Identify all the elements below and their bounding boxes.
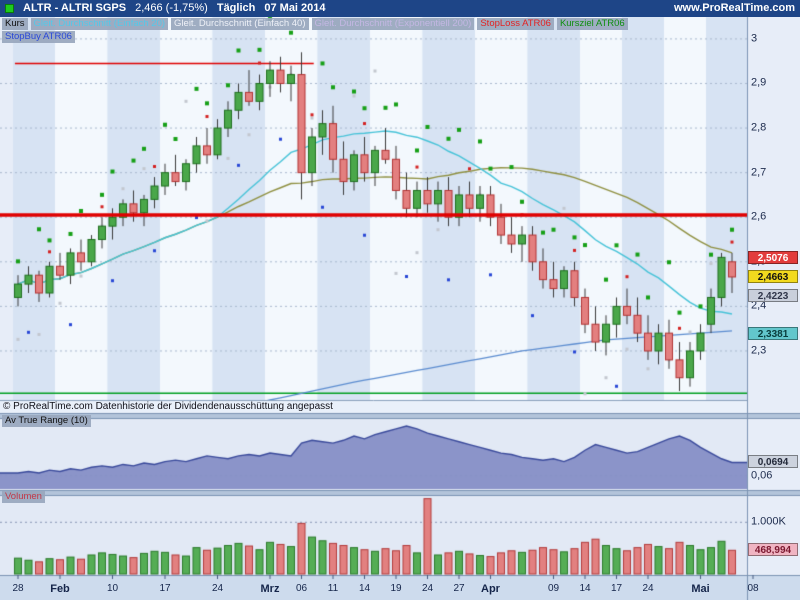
legend-stopbuy-atr06[interactable]: StopBuy ATR06 [2, 31, 75, 43]
indicator-legend-row-1: Kurs Gleit. Durchschnitt (Einfach 20) Glei… [2, 18, 628, 30]
y-axis-label: 2,6 [751, 210, 767, 223]
y-axis-label: 2,3 [751, 344, 767, 357]
x-tick-label: 09 [547, 583, 560, 594]
x-tick-label: 11 [327, 583, 339, 594]
x-tick-label: Apr [481, 583, 500, 595]
volume-axis-label: 1.000K [751, 515, 786, 528]
chart-date: 07 Mai 2014 [264, 2, 326, 14]
y-axis-label: 2,8 [751, 121, 767, 134]
volume-panel-label[interactable]: Volumen [2, 491, 45, 503]
indicator-legend-row-2: StopBuy ATR06 [2, 31, 75, 43]
legend-kurs[interactable]: Kurs [2, 18, 28, 30]
instrument-name: ALTR - ALTRI SGPS [23, 2, 127, 14]
price-tag-stopbuy: 2,3381 [748, 326, 798, 340]
x-tick-label: 27 [453, 583, 465, 594]
chart-header-bar: ALTR - ALTRI SGPS 2,466 (-1,75%) Täglich… [0, 0, 800, 17]
prorealtime-website: www.ProRealTime.com [673, 2, 795, 14]
y-axis-label: 2,9 [751, 76, 767, 89]
price-tag-kurs: 2,4663 [748, 269, 798, 283]
instrument-status-icon [5, 4, 14, 13]
last-price-change: 2,466 (-1,75%) [135, 2, 208, 14]
y-axis-label: 2,4 [751, 299, 767, 312]
x-tick-label: 14 [579, 583, 591, 594]
atr-panel-label[interactable]: Av True Range (10) [2, 415, 91, 427]
x-tick-label: Mrz [260, 583, 280, 595]
y-axis-label: 3 [751, 32, 758, 45]
x-tick-label: 19 [390, 583, 402, 594]
y-axis-label: 2,7 [751, 166, 767, 179]
x-tick-label: 17 [159, 583, 171, 594]
x-tick-label: 24 [421, 583, 434, 594]
atr-value-tag: 0,0694 [748, 455, 798, 469]
legend-sma40[interactable]: Gleit. Durchschnitt (Einfach 40) [171, 18, 309, 30]
price-tag-stoploss: 2,5076 [748, 251, 798, 265]
x-tick-label: 10 [106, 583, 119, 594]
volume-value-tag: 468,994 [748, 543, 798, 557]
x-tick-label: 28 [12, 583, 24, 594]
x-tick-label: 14 [358, 583, 371, 594]
price-tag-ema200: 2,4223 [748, 289, 798, 303]
legend-sma20[interactable]: Gleit. Durchschnitt (Einfach 20) [30, 18, 169, 30]
x-tick-label: Feb [50, 583, 70, 595]
x-tick-label: 24 [642, 583, 654, 594]
x-tick-label: 24 [211, 583, 224, 594]
chart-footer-note: © ProRealTime.com Datenhistorie der Divi… [3, 401, 333, 412]
x-tick-label: Mai [691, 583, 710, 595]
timeframe-label: Täglich [216, 2, 256, 14]
x-tick-label: 08 [747, 583, 759, 594]
legend-stoploss-atr06[interactable]: StopLoss ATR06 [477, 18, 554, 30]
atr-axis-label: 0,06 [751, 469, 773, 482]
x-tick-label: 17 [610, 583, 623, 594]
legend-kursziel-atr06[interactable]: Kursziel ATR06 [556, 18, 628, 30]
legend-ema200[interactable]: Gleit. Durchschnitt (Exponentiell 200) [311, 18, 475, 30]
x-tick-label: 06 [295, 583, 308, 594]
